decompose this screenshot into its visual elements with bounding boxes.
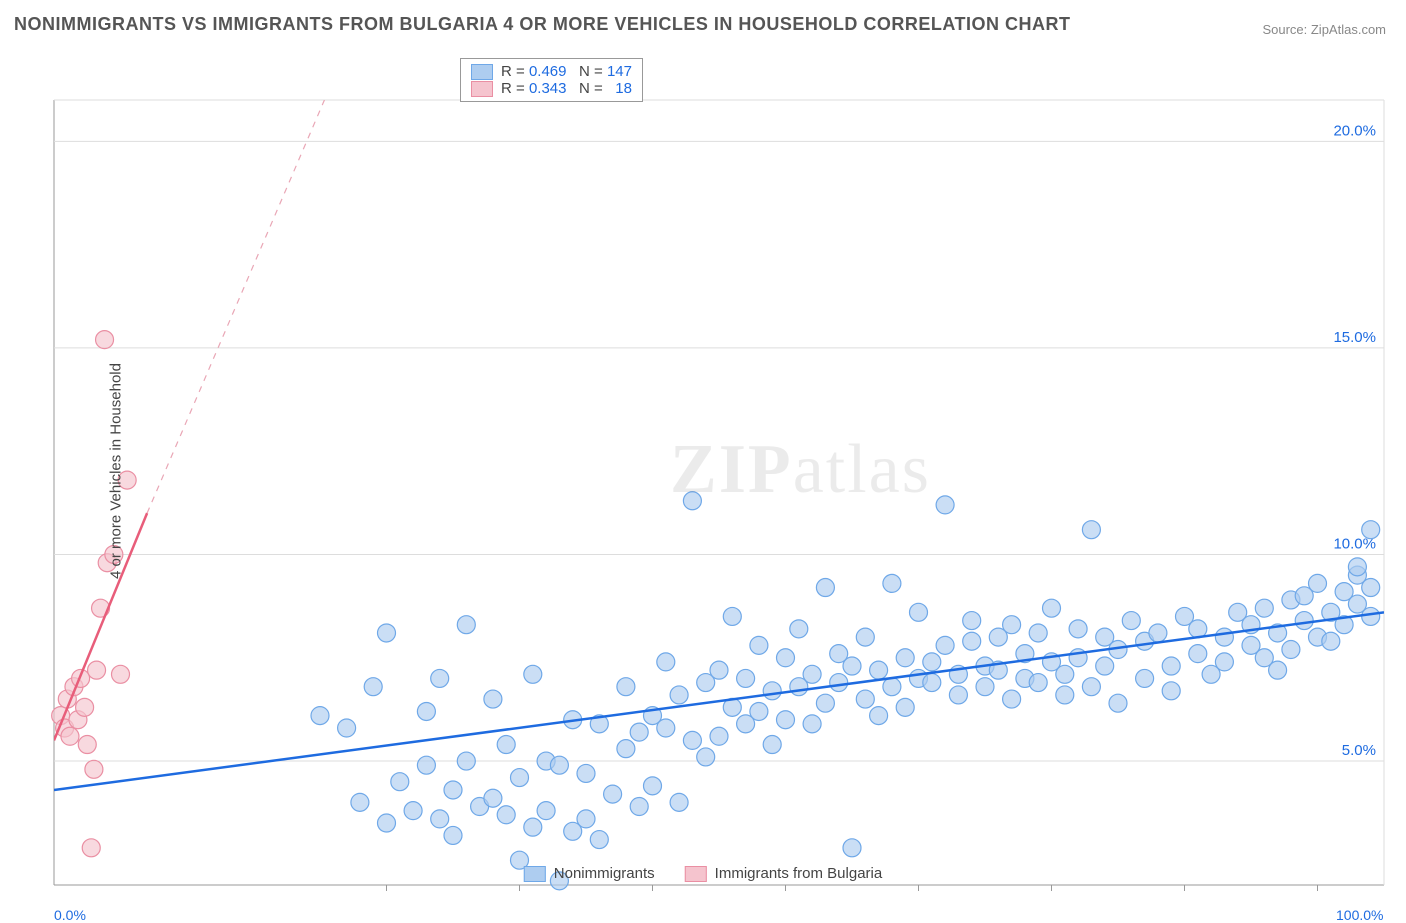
legend-swatch	[685, 866, 707, 882]
x-tick-label: 100.0%	[1336, 907, 1383, 923]
svg-text:15.0%: 15.0%	[1333, 329, 1376, 346]
svg-text:20.0%: 20.0%	[1333, 122, 1376, 139]
legend-label: Nonimmigrants	[554, 865, 655, 882]
legend-item: Immigrants from Bulgaria	[685, 865, 883, 882]
chart-title: NONIMMIGRANTS VS IMMIGRANTS FROM BULGARI…	[14, 14, 1071, 35]
legend-row: R = 0.469 N = 147	[471, 63, 632, 80]
scatter-plot: 5.0%10.0%15.0%20.0%	[0, 50, 1406, 892]
y-axis-label: 4 or more Vehicles in Household	[107, 363, 124, 579]
x-tick-label: 0.0%	[54, 907, 86, 923]
source-attribution: Source: ZipAtlas.com	[1262, 22, 1386, 37]
chart-container: 4 or more Vehicles in Household ZIPatlas…	[0, 50, 1406, 892]
legend-label: Immigrants from Bulgaria	[715, 865, 883, 882]
legend-swatch	[471, 64, 493, 80]
legend-swatch	[471, 81, 493, 97]
legend-swatch	[524, 866, 546, 882]
series-legend: Nonimmigrants Immigrants from Bulgaria	[524, 865, 882, 882]
legend-text: R = 0.343 N = 18	[501, 80, 632, 97]
legend-item: Nonimmigrants	[524, 865, 655, 882]
legend-text: R = 0.469 N = 147	[501, 63, 632, 80]
svg-text:5.0%: 5.0%	[1342, 742, 1376, 759]
correlation-legend: R = 0.469 N = 147R = 0.343 N = 18	[460, 58, 643, 102]
legend-row: R = 0.343 N = 18	[471, 80, 632, 97]
